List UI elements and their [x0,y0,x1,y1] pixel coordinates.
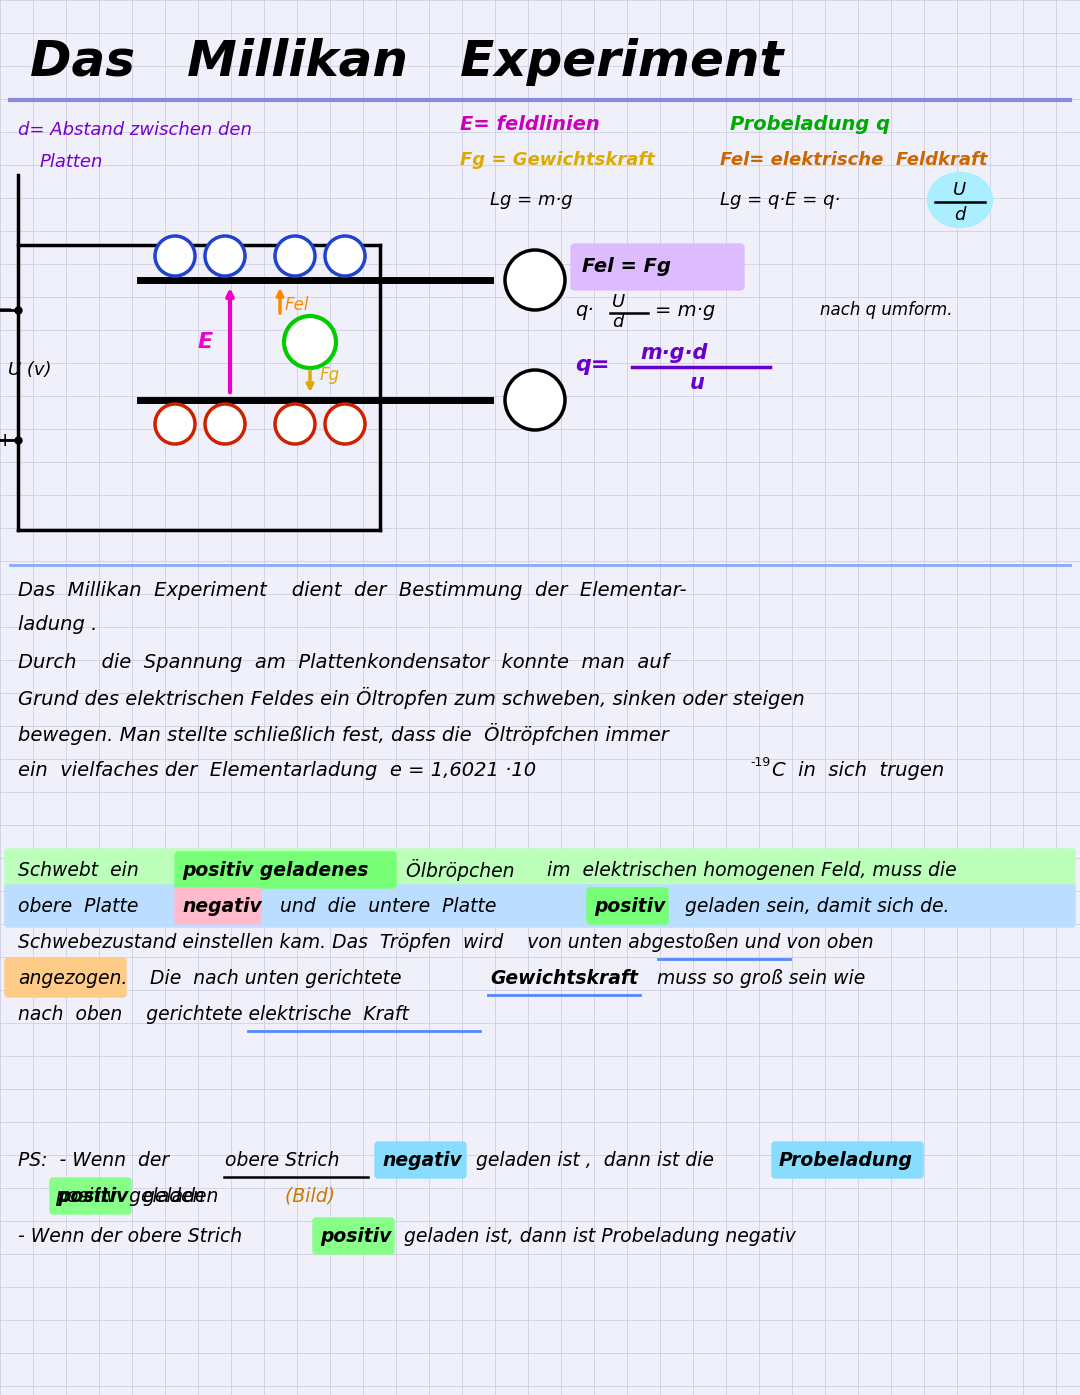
Text: positiv: positiv [594,897,665,915]
FancyBboxPatch shape [5,958,126,997]
Text: (Bild): (Bild) [255,1187,335,1205]
Text: d: d [612,312,623,331]
Text: - Wenn der obere Strich: - Wenn der obere Strich [18,1226,248,1246]
FancyBboxPatch shape [5,884,1075,928]
Text: geladen sein, damit sich de.: geladen sein, damit sich de. [673,897,949,915]
Text: +: + [336,414,354,434]
Text: −: − [335,244,355,268]
Text: Schwebt  ein: Schwebt ein [18,861,151,879]
Text: muss so groß sein wie: muss so groß sein wie [645,968,865,988]
Text: Das   Millikan   Experiment: Das Millikan Experiment [30,38,783,86]
Circle shape [505,370,565,430]
Text: obere  Platte: obere Platte [18,897,150,915]
Circle shape [205,405,245,444]
Text: +: + [0,431,13,449]
Circle shape [275,236,315,276]
Text: geladen: geladen [137,1187,218,1205]
Text: PS:  - Wenn  der: PS: - Wenn der [18,1151,175,1169]
Text: Gewichtskraft: Gewichtskraft [490,968,638,988]
Circle shape [505,250,565,310]
FancyBboxPatch shape [5,850,1075,891]
Text: m·g·d: m·g·d [640,343,707,363]
Text: −: − [285,244,305,268]
Text: Fel= elektrische  Feldkraft: Fel= elektrische Feldkraft [720,151,987,169]
Text: Fel = Fg: Fel = Fg [582,258,671,276]
FancyBboxPatch shape [375,1143,465,1177]
Text: u: u [690,372,705,393]
Circle shape [284,317,336,368]
Text: Fg: Fg [320,365,340,384]
FancyBboxPatch shape [175,889,261,923]
Text: d: d [955,206,966,225]
Text: Lg = m·g: Lg = m·g [490,191,572,209]
Text: Lg = q·E = q·: Lg = q·E = q· [720,191,840,209]
Text: obere Strich: obere Strich [225,1151,339,1169]
Circle shape [156,405,195,444]
Text: q·: q· [575,300,594,319]
Text: U: U [954,181,967,199]
Text: E: E [198,332,213,352]
Text: Grund des elektrischen Feldes ein Öltropfen zum schweben, sinken oder steigen: Grund des elektrischen Feldes ein Öltrop… [18,686,805,709]
Text: Schwebezustand einstellen kam. Das  Tröpfen  wird    von unten abgestoßen und vo: Schwebezustand einstellen kam. Das Tröpf… [18,932,874,951]
Text: negativ: negativ [382,1151,462,1169]
Text: +: + [312,335,324,350]
Circle shape [325,236,365,276]
Text: Fg = Gewichtskraft: Fg = Gewichtskraft [460,151,654,169]
FancyBboxPatch shape [571,244,744,290]
Text: d= Abstand zwischen den: d= Abstand zwischen den [18,121,252,140]
Text: im  elektrischen homogenen Feld, muss die: im elektrischen homogenen Feld, muss die [535,861,957,879]
Circle shape [156,236,195,276]
Text: ein  vielfaches der  Elementarladung  e = 1,6021 ·10: ein vielfaches der Elementarladung e = 1… [18,760,536,780]
Text: q=: q= [575,354,609,375]
Text: +: + [216,414,233,434]
Text: −: − [165,244,185,268]
Circle shape [275,405,315,444]
Text: Fel: Fel [285,296,310,314]
Text: U (v): U (v) [8,361,52,379]
Text: positiv: positiv [57,1187,129,1205]
Text: positiv  geladen: positiv geladen [55,1187,204,1205]
FancyBboxPatch shape [772,1143,923,1177]
Text: nach q umform.: nach q umform. [820,301,953,319]
Text: und  die  untere  Platte: und die untere Platte [268,897,509,915]
Text: positiv geladenes: positiv geladenes [183,861,368,879]
Text: −: − [524,266,546,294]
Text: geladen ist ,  dann ist die: geladen ist , dann ist die [470,1151,720,1169]
Text: nach  oben    gerichtete elektrische  Kraft: nach oben gerichtete elektrische Kraft [18,1004,409,1024]
Text: C  in  sich  trugen: C in sich trugen [772,760,944,780]
Text: +: + [524,386,546,414]
Text: e: e [297,335,307,350]
Text: Probeladung: Probeladung [779,1151,913,1169]
FancyBboxPatch shape [50,1177,131,1214]
Text: negativ: negativ [183,897,261,915]
Text: −: − [0,300,13,319]
FancyBboxPatch shape [313,1218,394,1254]
Text: +: + [286,414,303,434]
Text: bewegen. Man stellte schließlich fest, dass die  Öltröpfchen immer: bewegen. Man stellte schließlich fest, d… [18,723,669,745]
Text: ladung .: ladung . [18,615,97,635]
Text: Ölbröpchen: Ölbröpchen [400,859,514,882]
Text: U: U [612,293,625,311]
Text: −: − [215,244,234,268]
Text: E= feldlinien: E= feldlinien [460,116,599,134]
Text: angezogen.: angezogen. [18,968,127,988]
Text: Platten: Platten [40,153,104,172]
Text: Die  nach unten gerichtete: Die nach unten gerichtete [138,968,407,988]
Circle shape [325,405,365,444]
Text: Durch    die  Spannung  am  Plattenkondensator  konnte  man  auf: Durch die Spannung am Plattenkondensator… [18,653,669,671]
Text: -19: -19 [750,756,770,769]
FancyBboxPatch shape [588,889,669,923]
Text: Das  Millikan  Experiment    dient  der  Bestimmung  der  Elementar-: Das Millikan Experiment dient der Bestim… [18,580,687,600]
Text: geladen ist, dann ist Probeladung negativ: geladen ist, dann ist Probeladung negati… [399,1226,796,1246]
Circle shape [205,236,245,276]
Text: = m·g: = m·g [654,300,715,319]
Text: positiv: positiv [320,1226,391,1246]
Text: +: + [166,414,184,434]
FancyBboxPatch shape [175,852,396,889]
Ellipse shape [928,173,993,227]
Text: Probeladung q: Probeladung q [730,116,890,134]
